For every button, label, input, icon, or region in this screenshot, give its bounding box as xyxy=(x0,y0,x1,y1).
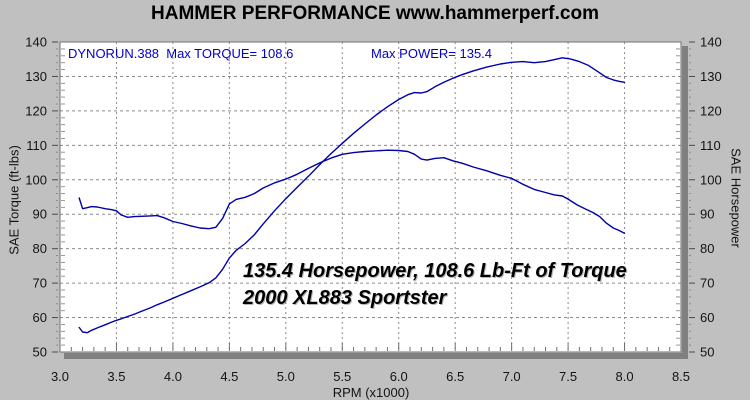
right-axis-tick-label: 110 xyxy=(700,138,721,153)
left-axis-tick-label: 100 xyxy=(25,172,47,187)
left-axis-tick-label: 140 xyxy=(25,35,47,50)
max-power-label: Max POWER= 135.4 xyxy=(371,46,493,61)
right-axis-title: SAE Horsepower xyxy=(728,148,744,248)
axis-tick-labels: 50 50 60 60 70 70 80 80 90 90 100 100 110 110 120 120 13… xyxy=(25,35,721,385)
axis-major-ticks xyxy=(52,41,695,353)
left-axis-tick-label: 80 xyxy=(33,241,47,256)
x-axis-tick-label: 5.0 xyxy=(277,369,295,384)
x-axis-tick-label: 5.5 xyxy=(333,369,351,384)
right-axis-tick-label: 80 xyxy=(700,241,714,256)
left-axis-title: SAE Torque (ft-lbs) xyxy=(6,145,22,255)
plot-shadow xyxy=(64,46,688,359)
right-axis-tick-label: 140 xyxy=(700,35,722,50)
plot-border xyxy=(59,41,682,353)
torque-curve xyxy=(78,149,626,234)
left-axis-tick-label: 110 xyxy=(26,138,47,153)
brand-name: HAMMER PERFORMANCE xyxy=(151,3,391,24)
dyno-run-torque-label: DYNORUN.388 Max TORQUE= 108.6 xyxy=(68,46,294,61)
x-axis-tick-label: 8.5 xyxy=(672,369,690,384)
x-axis-tick-label: 3.5 xyxy=(107,369,125,384)
left-axis-tick-label: 120 xyxy=(25,103,47,118)
x-axis-tick-label: 8.0 xyxy=(616,369,634,384)
left-axis-tick-label: 130 xyxy=(25,69,47,84)
plot-area-background xyxy=(60,42,681,352)
x-axis-tick-label: 4.0 xyxy=(164,369,182,384)
right-axis-tick-label: 90 xyxy=(700,207,714,222)
result-annotation: 135.4 Horsepower, 108.6 Lb-Ft of Torque … xyxy=(243,258,627,312)
x-axis-tick-label: 6.5 xyxy=(446,369,464,384)
page-title: HAMMER PERFORMANCE www.hammerperf.com xyxy=(0,3,750,25)
left-axis-tick-label: 60 xyxy=(33,310,47,325)
x-axis-tick-label: 7.5 xyxy=(559,369,577,384)
right-axis-tick-label: 50 xyxy=(700,345,714,360)
x-axis-tick-label: 7.0 xyxy=(503,369,521,384)
left-axis-tick-label: 50 xyxy=(33,345,47,360)
result-annotation-line1: 135.4 Horsepower, 108.6 Lb-Ft of Torque xyxy=(243,260,627,282)
right-axis-tick-label: 70 xyxy=(700,276,714,291)
right-axis-tick-label: 100 xyxy=(700,172,722,187)
power-curve xyxy=(78,57,626,334)
right-axis-tick-label: 120 xyxy=(700,103,722,118)
dyno-curves xyxy=(78,57,626,334)
x-axis-title: RPM (x1000) xyxy=(332,385,410,400)
gridlines xyxy=(60,42,681,352)
x-axis-tick-label: 4.5 xyxy=(220,369,238,384)
x-axis-tick-label: 3.0 xyxy=(51,369,69,384)
right-axis-tick-label: 60 xyxy=(700,310,714,325)
left-axis-tick-label: 70 xyxy=(33,276,47,291)
x-axis-tick-label: 6.0 xyxy=(390,369,408,384)
right-axis-tick-label: 130 xyxy=(700,69,722,84)
left-axis-tick-label: 90 xyxy=(33,207,47,222)
result-annotation-line2: 2000 XL883 Sportster xyxy=(243,287,447,309)
brand-url: www.hammerperf.com xyxy=(395,3,599,24)
